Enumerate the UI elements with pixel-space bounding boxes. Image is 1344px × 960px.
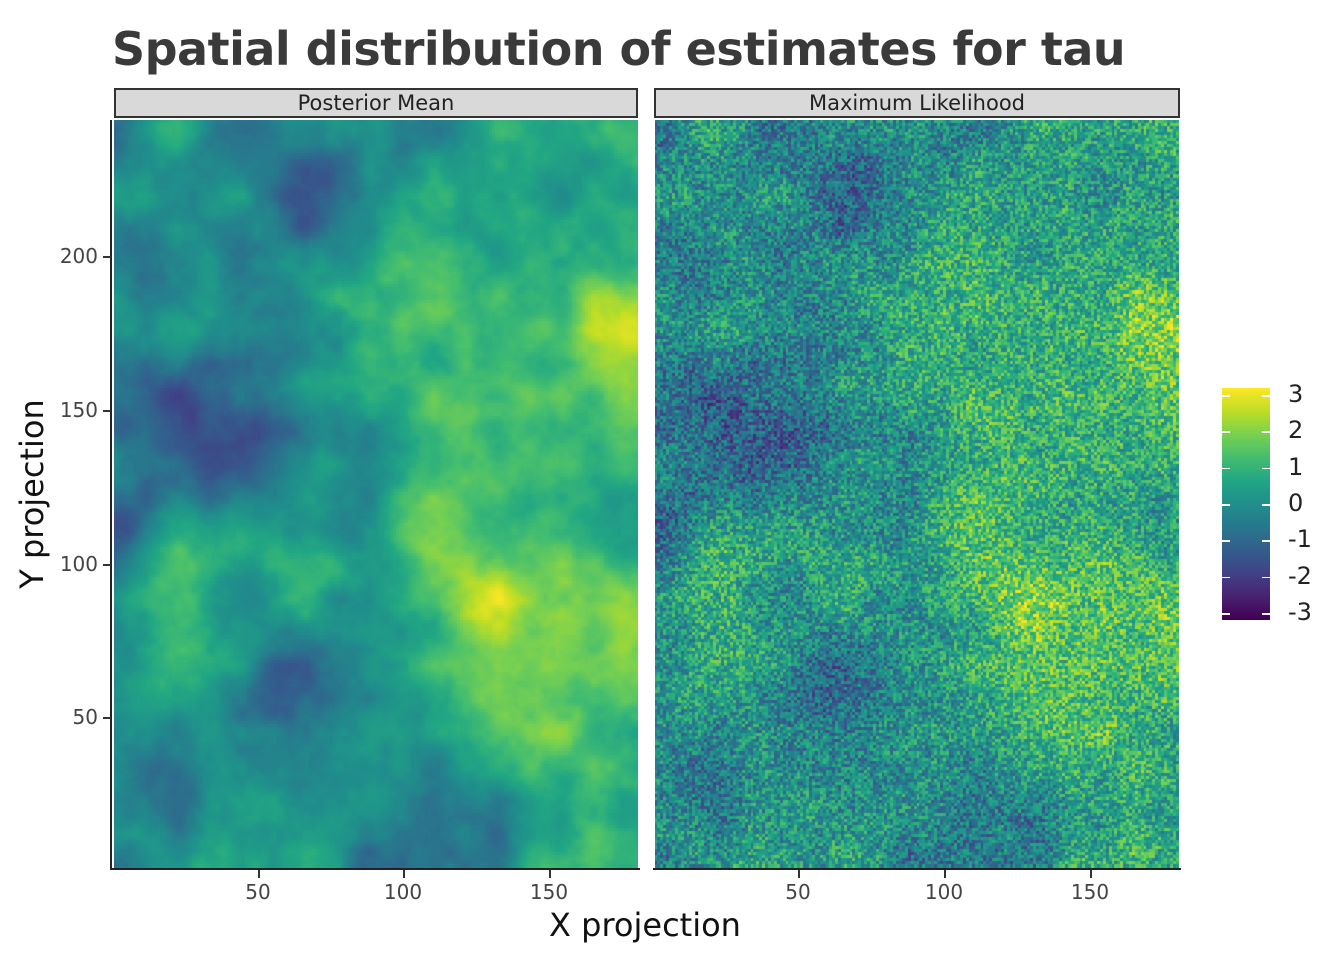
y-tick-label-100: 100	[59, 552, 98, 576]
y-tick-mark-200	[103, 256, 111, 258]
x-tick-label-100-left: 100	[383, 880, 423, 904]
x-tick-label-150-right: 150	[1070, 880, 1110, 904]
heatmap-panel-maximum-likelihood	[655, 120, 1179, 868]
colorbar-label: 3	[1288, 380, 1304, 408]
y-tick-mark-150	[103, 410, 111, 412]
colorbar-tick-left	[1222, 576, 1230, 579]
colorbar-tick-right	[1262, 431, 1270, 433]
x-axis-line-right	[653, 868, 1181, 870]
x-tick-label-100-right: 100	[924, 880, 964, 904]
x-tick-label-50-right: 50	[785, 880, 811, 904]
colorbar-tick-left	[1222, 504, 1230, 506]
x-tick-mark-150-right	[1090, 870, 1092, 878]
colorbar-tick-right	[1262, 504, 1270, 506]
colorbar-label: 0	[1288, 489, 1304, 517]
x-axis-line-left	[110, 868, 640, 870]
x-tick-label-50-left: 50	[245, 880, 271, 904]
colorbar-label: 1	[1288, 452, 1304, 481]
x-tick-mark-50-left	[258, 870, 260, 878]
heatmap-cells-maximum-likelihood	[655, 120, 1179, 868]
colorbar-tick-right	[1262, 576, 1270, 579]
colorbar-label: -3	[1288, 598, 1312, 626]
y-axis-title: Y projection	[13, 399, 51, 589]
y-tick-label-50: 50	[72, 705, 98, 729]
colorbar-tick-left	[1222, 395, 1230, 397]
x-tick-mark-100-right	[944, 870, 946, 878]
x-axis-title: X projection	[549, 906, 741, 944]
chart-title: Spatial distribution of estimates for ta…	[112, 22, 1126, 76]
colorbar-label: -1	[1288, 525, 1312, 554]
colorbar-tick-left	[1222, 613, 1230, 615]
y-tick-mark-50	[103, 717, 111, 719]
y-tick-label-150: 150	[59, 398, 98, 422]
colorbar-tick-left	[1222, 431, 1230, 433]
x-tick-label-150-left: 150	[529, 880, 569, 904]
y-tick-label-200: 200	[59, 244, 98, 268]
x-tick-mark-100-left	[403, 870, 405, 878]
colorbar-tick-right	[1262, 467, 1270, 470]
colorbar-label: 2	[1288, 416, 1304, 445]
heatmap-panel-posterior-mean	[114, 120, 638, 868]
colorbar-tick-right	[1262, 540, 1270, 542]
x-tick-mark-150-left	[549, 870, 551, 878]
colorbar-tick-left	[1222, 540, 1230, 542]
facet-label-maximum-likelihood: Maximum Likelihood	[808, 91, 1026, 115]
facet-strip-posterior-mean: Posterior Mean	[114, 88, 638, 118]
colorbar-tick-right	[1262, 395, 1270, 397]
colorbar-tick-right	[1262, 613, 1270, 615]
y-axis-line	[110, 120, 112, 870]
heatmap-cells-posterior-mean	[114, 120, 638, 868]
x-tick-mark-50-right	[798, 870, 800, 878]
colorbar-label: -2	[1288, 561, 1312, 590]
colorbar-tick-left	[1222, 467, 1230, 470]
facet-label-posterior-mean: Posterior Mean	[297, 91, 455, 115]
y-tick-mark-100	[103, 564, 111, 566]
facet-strip-maximum-likelihood: Maximum Likelihood	[654, 88, 1180, 118]
